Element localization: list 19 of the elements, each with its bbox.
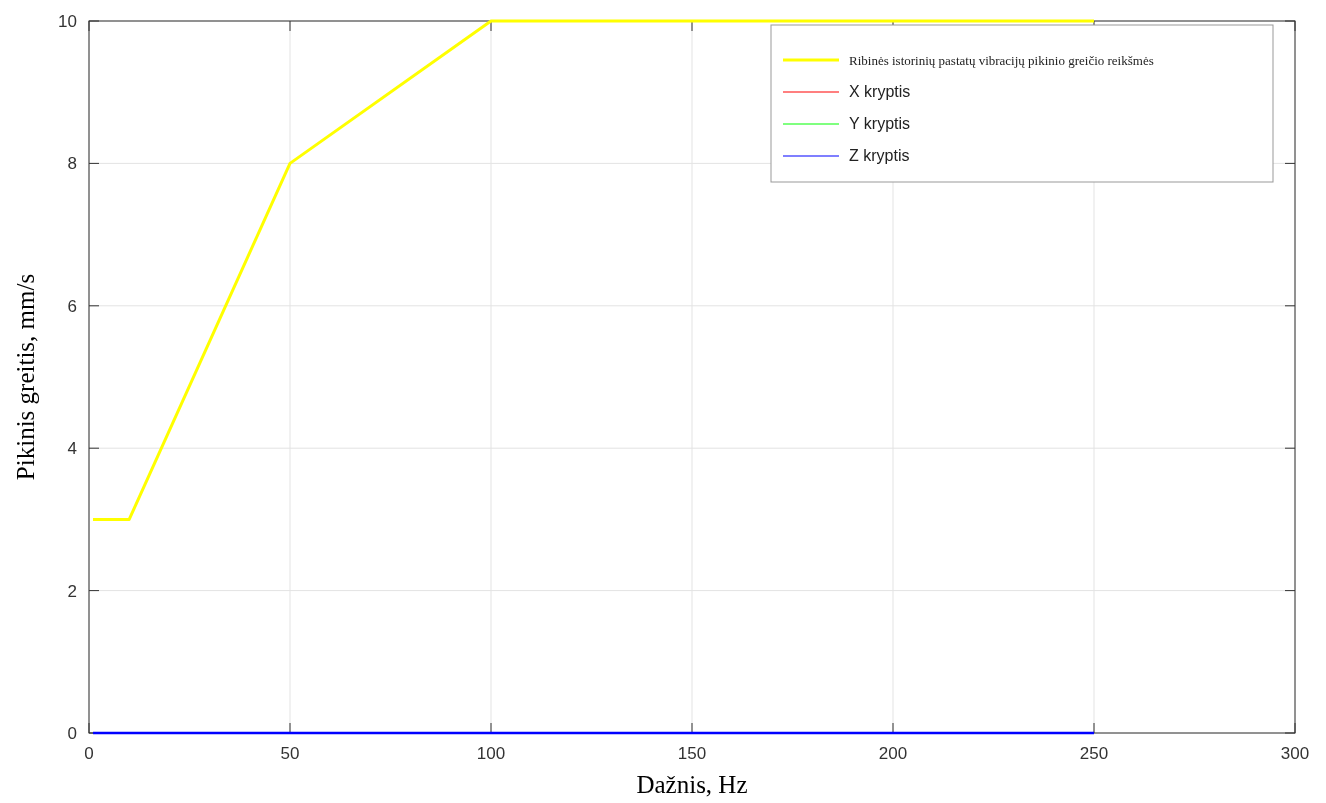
y-tick-label: 0 [67, 724, 77, 743]
y-tick-label: 8 [67, 154, 77, 174]
y-axis-title: Pikinis greitis, mm/s [12, 273, 39, 481]
x-tick-label: 250 [1079, 744, 1109, 763]
y-tick-label: 10 [58, 12, 77, 31]
x-tick-label: 0 [84, 744, 94, 763]
y-tick-label: 2 [67, 581, 77, 601]
legend-label: Y kryptis [849, 115, 911, 132]
y-tick-label: 4 [67, 439, 77, 459]
y-tick-label: 6 [67, 296, 77, 316]
legend-label: X kryptis [849, 83, 911, 100]
x-axis-title: Dažnis, Hz [636, 771, 748, 798]
legend-label: Ribinės istorinių pastatų vibracijų pikinio greičio reikšmės [849, 53, 1154, 68]
x-tick-label: 150 [677, 744, 707, 763]
x-tick-label: 50 [280, 744, 300, 763]
x-tick-label: 200 [878, 744, 908, 763]
legend-label: Z kryptis [849, 147, 910, 164]
x-tick-label: 300 [1280, 744, 1310, 763]
x-tick-label: 100 [476, 744, 506, 763]
